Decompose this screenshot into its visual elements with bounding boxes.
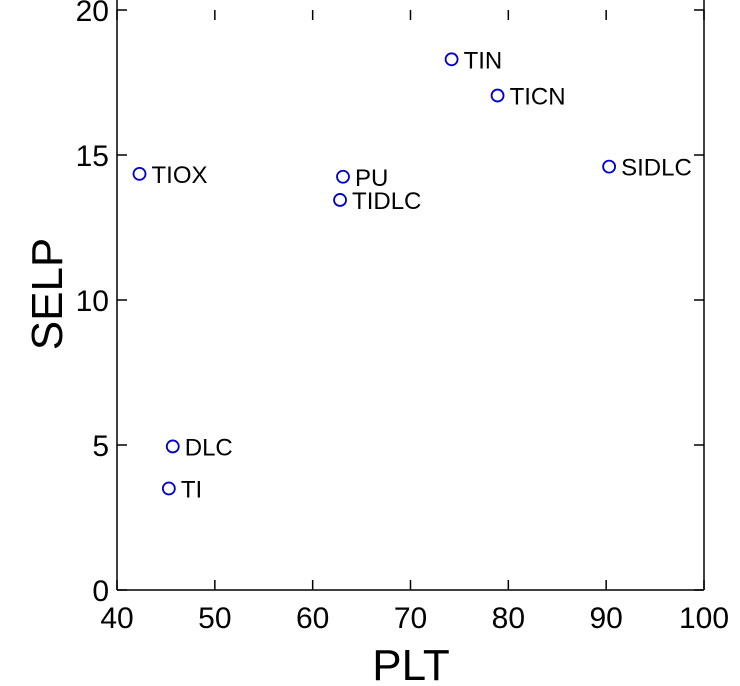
y-axis-title: SELP bbox=[23, 238, 72, 351]
data-point bbox=[161, 481, 176, 496]
data-point bbox=[165, 439, 180, 454]
point-label: DLC bbox=[185, 434, 233, 461]
x-tick-label: 90 bbox=[589, 602, 622, 635]
x-axis-title: PLT bbox=[372, 641, 449, 686]
point-label: TIN bbox=[464, 47, 503, 74]
data-point bbox=[132, 166, 147, 181]
point-label: TIOX bbox=[152, 162, 208, 189]
data-point bbox=[333, 193, 347, 207]
x-tick-label: 60 bbox=[296, 602, 329, 635]
x-tick-label: 50 bbox=[198, 602, 231, 635]
x-tick-label: 40 bbox=[100, 602, 133, 635]
point-label: PU bbox=[355, 165, 388, 192]
x-tick-label: 80 bbox=[492, 602, 525, 635]
y-tick-label: 10 bbox=[76, 285, 109, 318]
plot-axes bbox=[116, 0, 705, 591]
y-tick-label: 5 bbox=[92, 430, 109, 463]
data-point bbox=[336, 169, 350, 184]
data-point bbox=[490, 88, 505, 103]
data-point bbox=[602, 159, 617, 174]
point-label: TIDLC bbox=[352, 188, 421, 215]
y-tick-label: 15 bbox=[76, 140, 109, 173]
point-label: SIDLC bbox=[621, 155, 692, 182]
y-tick-label: 20 bbox=[76, 0, 109, 28]
y-tick-label: 0 bbox=[92, 575, 109, 608]
point-label: TICN bbox=[510, 84, 566, 111]
axis-ticks: 40 50 60 70 80 90 100 0 5 10 15 20 bbox=[76, 0, 729, 635]
x-tick-label: 100 bbox=[679, 602, 729, 635]
data-point bbox=[444, 52, 459, 67]
x-tick-label: 70 bbox=[394, 602, 427, 635]
point-label: TI bbox=[181, 477, 202, 504]
